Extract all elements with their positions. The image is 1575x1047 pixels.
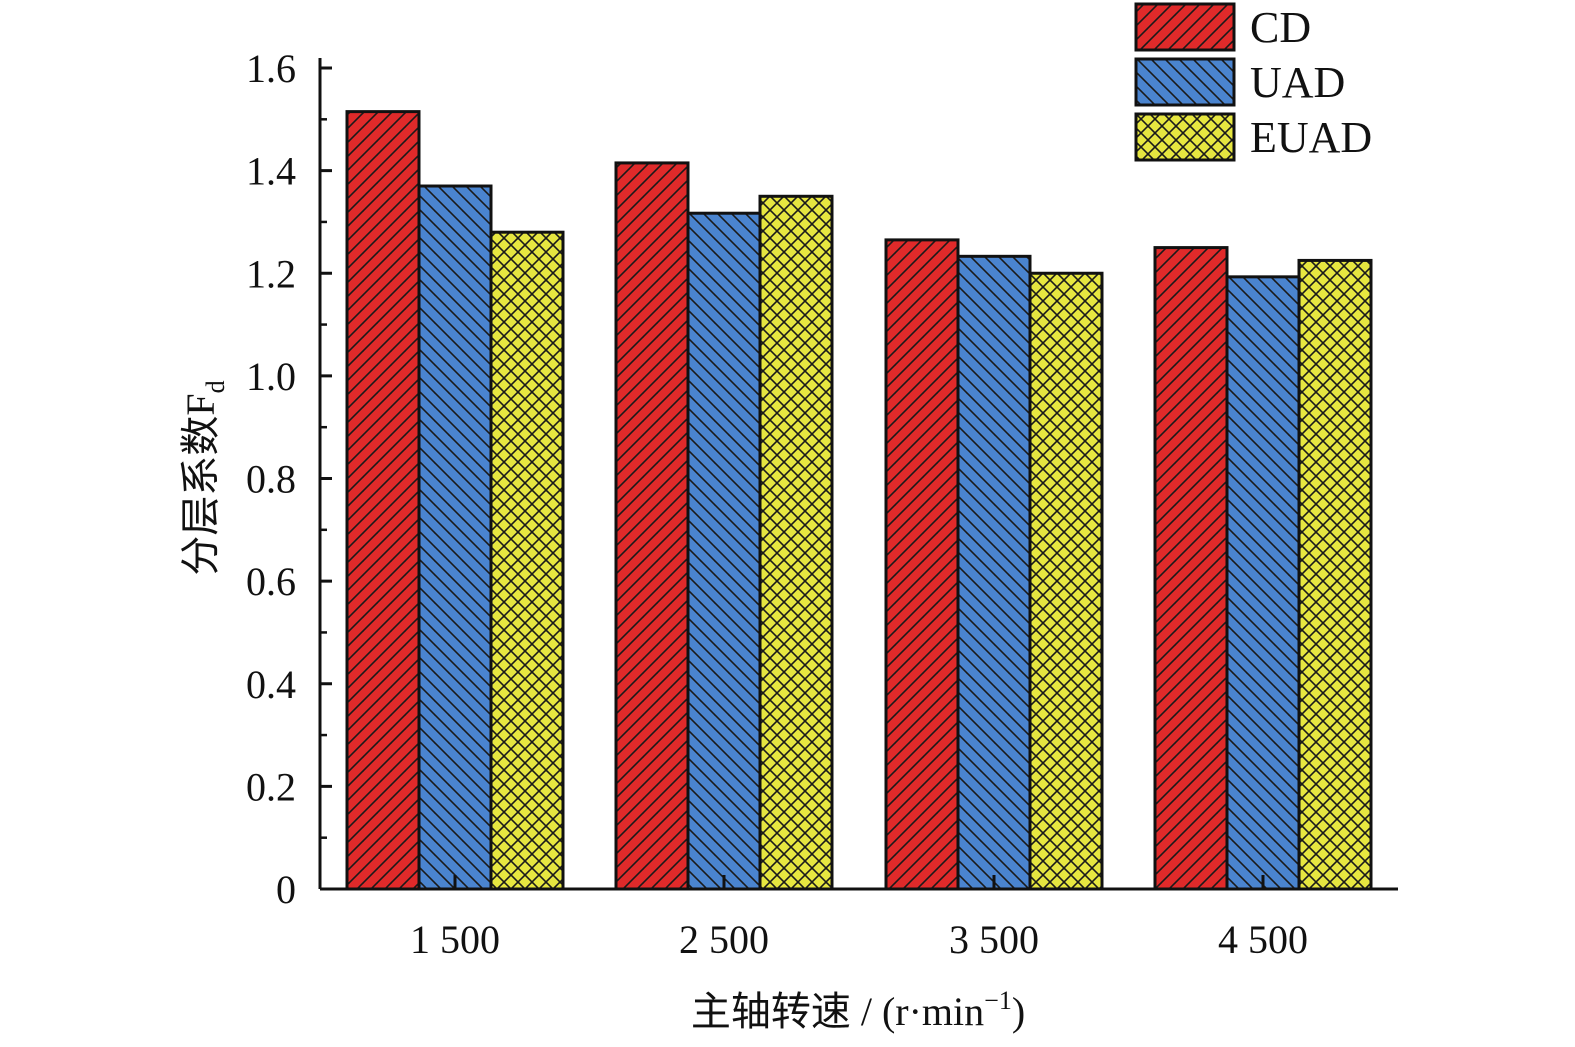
y-tick-label: 1.2 (246, 251, 296, 296)
y-axis-title-main: 分层系数F (178, 393, 223, 575)
bar-euad-1 (489, 230, 565, 891)
x-tick-label: 3 500 (949, 917, 1039, 962)
x-tick-label: 1 500 (410, 917, 500, 962)
bars-group (345, 110, 1373, 891)
y-tick-label: 0.4 (246, 662, 296, 707)
bar-cd-4 (1153, 246, 1229, 891)
bar-euad-2 (758, 194, 834, 891)
x-ticks: 1 500 2 500 3 500 4 500 (410, 875, 1308, 962)
bar-cd-2 (614, 161, 690, 891)
legend-label-cd: CD (1250, 3, 1311, 52)
legend-label-uad: UAD (1250, 58, 1345, 107)
y-axis-title: 分层系数Fd (178, 380, 230, 575)
bar-cd-3 (884, 238, 960, 891)
x-axis-title-superscript: −1 (984, 986, 1012, 1015)
axes-group (318, 58, 1398, 891)
legend: CD UAD EUAD (1134, 2, 1372, 162)
y-tick-label: 1.0 (246, 354, 296, 399)
bar-euad-4 (1297, 258, 1373, 891)
x-axis-title: 主轴转速 / (r·min−1) (691, 986, 1025, 1034)
legend-swatch-euad (1134, 112, 1236, 162)
y-tick-label: 0.6 (246, 559, 296, 604)
x-axis-title-close: ) (1012, 989, 1025, 1034)
x-tick-label: 4 500 (1218, 917, 1308, 962)
y-tick-label: 0 (276, 867, 296, 912)
y-axis-title-subscript: d (201, 380, 230, 393)
bar-uad-2 (686, 211, 762, 891)
y-tick-label: 0.8 (246, 457, 296, 502)
legend-swatch-uad (1134, 57, 1236, 107)
x-axis-title-main: 主轴转速 / (r·min (691, 989, 984, 1034)
bar-euad-3 (1028, 271, 1104, 891)
y-tick-label: 0.2 (246, 764, 296, 809)
bar-cd-1 (345, 110, 421, 891)
y-tick-label: 1.4 (246, 149, 296, 194)
y-ticks: 0 0.2 0.4 0.6 0.8 1.0 1.2 1.4 1.6 (246, 46, 332, 912)
legend-swatch-cd (1134, 2, 1236, 52)
x-tick-label: 2 500 (679, 917, 769, 962)
bar-uad-4 (1225, 275, 1301, 891)
y-tick-label: 1.6 (246, 46, 296, 91)
bar-uad-3 (956, 254, 1032, 891)
bar-uad-1 (417, 184, 493, 891)
legend-label-euad: EUAD (1250, 113, 1372, 162)
